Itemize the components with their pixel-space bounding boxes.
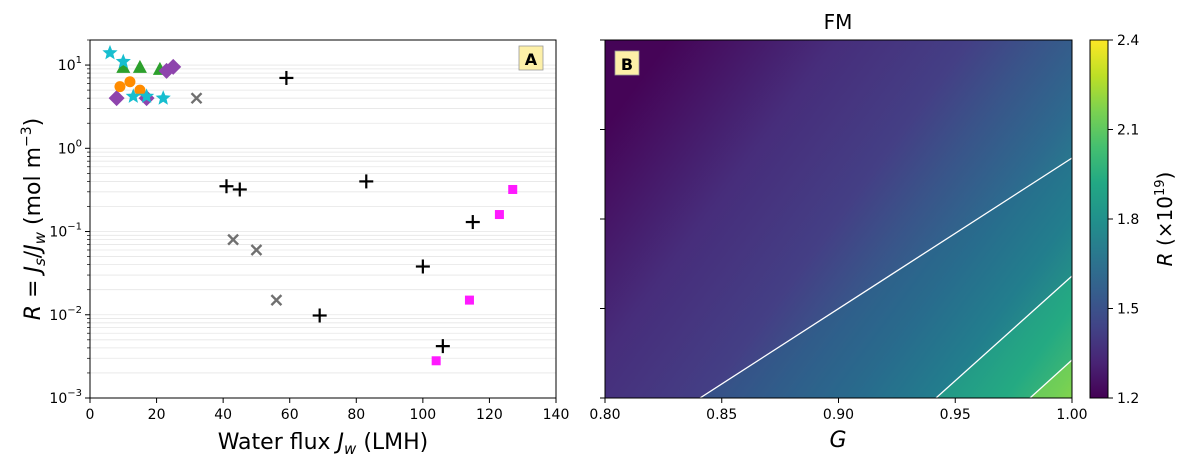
colorbar-label: R (×1019) (1153, 172, 1177, 267)
triangle-marker (132, 59, 147, 73)
y-tick-label: 100 (58, 138, 82, 157)
heatmap-field (605, 40, 1072, 398)
axis-ticks-b: 0.80 0.85 0.90 0.95 1.00 (589, 39, 1088, 423)
colorbar-tick-label: 2.4 (1117, 33, 1139, 49)
star-marker (115, 53, 131, 69)
star-marker (139, 88, 155, 103)
x-tick-label: 0.85 (706, 407, 737, 423)
x-tick-label: 100 (409, 407, 436, 423)
contour-line-2 (935, 275, 1072, 398)
y-tick-label: 10−2 (49, 305, 82, 324)
data-points-a (102, 44, 518, 366)
x-marker (270, 294, 283, 306)
star-marker (155, 90, 171, 105)
diamond-marker (108, 90, 125, 107)
circle-marker (114, 81, 126, 93)
plus-marker (465, 215, 480, 230)
x-axis-label-b: G (829, 428, 846, 453)
x-tick-label: 1.00 (1056, 407, 1087, 423)
y-axis-label-a: R = Js/Jw (mol m−3) (19, 118, 49, 321)
contour-line-3 (1029, 359, 1072, 398)
square-marker (464, 295, 474, 305)
colorbar-tick-label: 1.2 (1117, 391, 1139, 407)
plot-area-a (90, 40, 556, 398)
x-tick-label: 60 (281, 407, 299, 423)
y-tick-label: 10−3 (49, 388, 82, 407)
x-marker (250, 244, 263, 256)
plus-marker (279, 70, 294, 85)
panel-label-box-b (614, 50, 640, 76)
x-marker (190, 92, 203, 105)
plus-marker (232, 182, 247, 197)
x-tick-label: 20 (148, 407, 166, 423)
x-tick-label: 0 (86, 407, 95, 423)
plus-marker (435, 339, 450, 354)
contour-line-1 (699, 157, 1072, 398)
y-tick-label: 101 (58, 55, 82, 74)
x-tick-label: 40 (214, 407, 232, 423)
x-tick-label: 0.95 (940, 407, 971, 423)
star-marker (125, 88, 141, 103)
plus-marker (219, 179, 234, 194)
diamond-marker (165, 58, 182, 75)
panel-a: 0 20 40 60 80 100 120 140 101 100 10−1 10−2 10−3 A W… (19, 39, 570, 458)
square-marker (508, 184, 518, 194)
x-tick-label: 0.90 (823, 407, 854, 423)
panel-label-b: B (621, 55, 633, 74)
circle-marker (134, 84, 146, 96)
x-axis-label-a: Water flux Jw (LMH) (218, 430, 429, 458)
colorbar-tick-label: 1.8 (1117, 212, 1139, 228)
colorbar-tick-label: 1.5 (1117, 302, 1139, 318)
axis-ticks-a: 0 20 40 60 80 100 120 140 101 100 10−1 10−2 10−3 (49, 39, 570, 423)
colorbar-tick-label: 2.1 (1117, 123, 1139, 139)
x-tick-label: 140 (543, 407, 570, 423)
panel-label-box-a (518, 45, 544, 71)
circle-marker (124, 76, 136, 88)
colorbar-ticks: 1.2 1.5 1.8 2.1 2.4 (1108, 33, 1139, 407)
panel-b: FM 0.80 0.85 0.90 0.95 1.00 B G 1.2 1.5 1.8 2.1… (589, 10, 1177, 453)
heatmap-overlays (699, 157, 1072, 398)
x-tick-label: 120 (476, 407, 503, 423)
square-marker (431, 356, 441, 366)
plus-marker (359, 174, 374, 189)
x-tick-label: 0.80 (589, 407, 620, 423)
colorbar (1089, 39, 1109, 399)
chart-title-b: FM (824, 10, 853, 34)
x-tick-label: 80 (347, 407, 365, 423)
square-marker (494, 210, 504, 220)
plus-marker (415, 259, 430, 274)
x-marker (227, 233, 239, 246)
star-marker (102, 44, 118, 60)
panel-label-a: A (525, 50, 538, 69)
triangle-marker (116, 59, 131, 73)
plot-frame-a (89, 39, 557, 399)
plus-marker (312, 308, 327, 323)
y-tick-label: 10−1 (49, 222, 82, 241)
